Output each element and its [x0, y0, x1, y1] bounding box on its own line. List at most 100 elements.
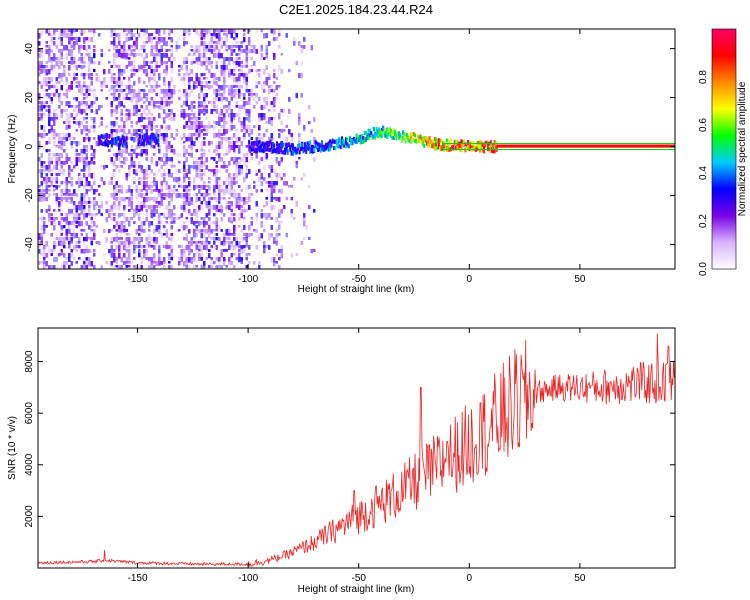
- spectrogram-cell: [220, 133, 223, 136]
- spectrogram-cell: [263, 229, 266, 233]
- spectrogram-cell: [105, 201, 108, 205]
- spectrogram-cell: [105, 261, 108, 265]
- spectrogram-cell: [55, 61, 58, 67]
- spectrogram-cell: [140, 225, 143, 230]
- spectrogram-cell: [85, 177, 88, 182]
- spectrogram-cell: [168, 97, 171, 100]
- spectrogram-ridge-mark: [295, 148, 298, 153]
- spectrogram-cell: [198, 249, 201, 252]
- spectrogram-cell: [78, 153, 81, 156]
- spectrogram-cell: [200, 29, 203, 34]
- spectrogram-cell: [228, 257, 231, 263]
- spectrogram-cell: [198, 49, 201, 52]
- spectrogram-cell: [298, 133, 301, 138]
- spectrogram-cell: [85, 129, 88, 132]
- spectrogram-cell: [123, 197, 126, 202]
- spectrogram-cell: [265, 33, 268, 39]
- spectrogram-cell: [200, 253, 203, 258]
- spectrogram-cell: [60, 213, 63, 216]
- spectrogram-cell: [58, 137, 61, 141]
- spectrogram-cell: [75, 65, 78, 71]
- spectrogram-cell: [90, 37, 93, 43]
- colorbar-label: Normalized spectral amplitude: [737, 81, 748, 216]
- spectrogram-cell: [55, 185, 58, 190]
- spectrogram-cell: [123, 241, 126, 246]
- spectrogram-cell: [185, 61, 188, 64]
- spectrogram-cell: [123, 245, 126, 251]
- spectrogram-cell: [275, 93, 278, 97]
- spectrogram-cell: [178, 185, 181, 188]
- spectrogram-cell: [83, 37, 86, 42]
- spectrogram-cell: [195, 173, 198, 178]
- spectrogram-cell: [175, 217, 178, 220]
- spectrogram-cell: [133, 45, 136, 49]
- spectrogram-ridge-mark: [374, 133, 377, 138]
- spectrogram-cell: [163, 93, 166, 99]
- spectrogram-cell: [300, 93, 303, 98]
- spectrogram-cell: [73, 105, 76, 110]
- spectrogram-cell: [105, 165, 108, 168]
- spectrogram-cell: [140, 125, 143, 128]
- spectrogram-cell: [40, 181, 43, 186]
- spectrogram-cell: [85, 145, 88, 149]
- spectrogram-cell: [68, 29, 71, 33]
- spectrogram-cell: [45, 109, 48, 113]
- spectrogram-ridge-mark: [467, 145, 470, 149]
- spectrogram-cell: [225, 237, 228, 240]
- spectrogram-cell: [65, 101, 68, 107]
- spectrogram-cell: [58, 253, 61, 257]
- spectrogram-cell: [143, 81, 146, 85]
- spectrogram-cell: [295, 253, 298, 256]
- spectrogram-ridge-mark: [390, 133, 393, 138]
- spectrogram-cell: [170, 233, 173, 237]
- spectrogram-cell: [225, 205, 228, 210]
- spectrogram-cell: [65, 57, 68, 61]
- spectrogram-cell: [128, 249, 131, 254]
- spectrogram-cell: [123, 121, 126, 125]
- spectrogram-ridge-mark: [428, 135, 431, 140]
- spectrogram-cell: [93, 101, 96, 105]
- spectrogram-cell: [260, 177, 263, 180]
- spectrogram-cell: [48, 53, 51, 57]
- spectrogram-cell: [210, 125, 213, 128]
- spectrogram-cell: [245, 201, 248, 205]
- spectrogram-ridge-mark: [432, 144, 435, 149]
- spectrogram-cell: [70, 33, 73, 37]
- spectrogram-cell: [215, 173, 218, 179]
- spectrogram-cell: [218, 201, 221, 204]
- spectrogram-cell: [43, 253, 46, 259]
- spectrogram-cell: [53, 221, 56, 225]
- spectrogram-cell: [55, 77, 58, 82]
- spectrogram-cell: [135, 265, 138, 269]
- spectrogram-cell: [75, 153, 78, 157]
- spectrogram-cell: [68, 49, 71, 53]
- spectrogram-ridge-mark: [440, 147, 443, 151]
- spectrogram-cell: [218, 237, 221, 241]
- spectrogram-cell: [88, 181, 91, 187]
- spectrogram-cell: [213, 101, 216, 105]
- spectrogram-cell: [128, 85, 131, 90]
- spectrogram-cell: [93, 121, 96, 125]
- spectrogram-cell: [140, 29, 143, 32]
- spectrogram-ridge-mark: [480, 140, 483, 145]
- spectrogram-cell: [100, 265, 103, 269]
- spectrogram-cell: [123, 53, 126, 59]
- spectrogram-cell: [198, 157, 201, 160]
- spectrogram-ridge-mark: [380, 128, 383, 132]
- spectrogram-ridge-mark: [152, 135, 155, 140]
- spectrogram-cell: [203, 241, 206, 245]
- spectrogram-cell: [240, 189, 243, 192]
- spectrogram-cell: [85, 149, 88, 152]
- spectrogram-cell: [185, 261, 188, 266]
- spectrogram-cell: [243, 81, 246, 85]
- spectrogram-ridge-mark: [578, 144, 581, 148]
- spectrogram-cell: [238, 49, 241, 52]
- spectrogram-ridge-mark: [258, 145, 261, 150]
- spectrogram-cell: [240, 45, 243, 48]
- x-tick-label: 50: [574, 573, 586, 584]
- spectrogram-cell: [245, 65, 248, 68]
- spectrogram-cell: [70, 113, 73, 118]
- spectrogram-cell: [168, 81, 171, 86]
- spectrogram-cell: [235, 173, 238, 178]
- spectrogram-cell: [135, 93, 138, 99]
